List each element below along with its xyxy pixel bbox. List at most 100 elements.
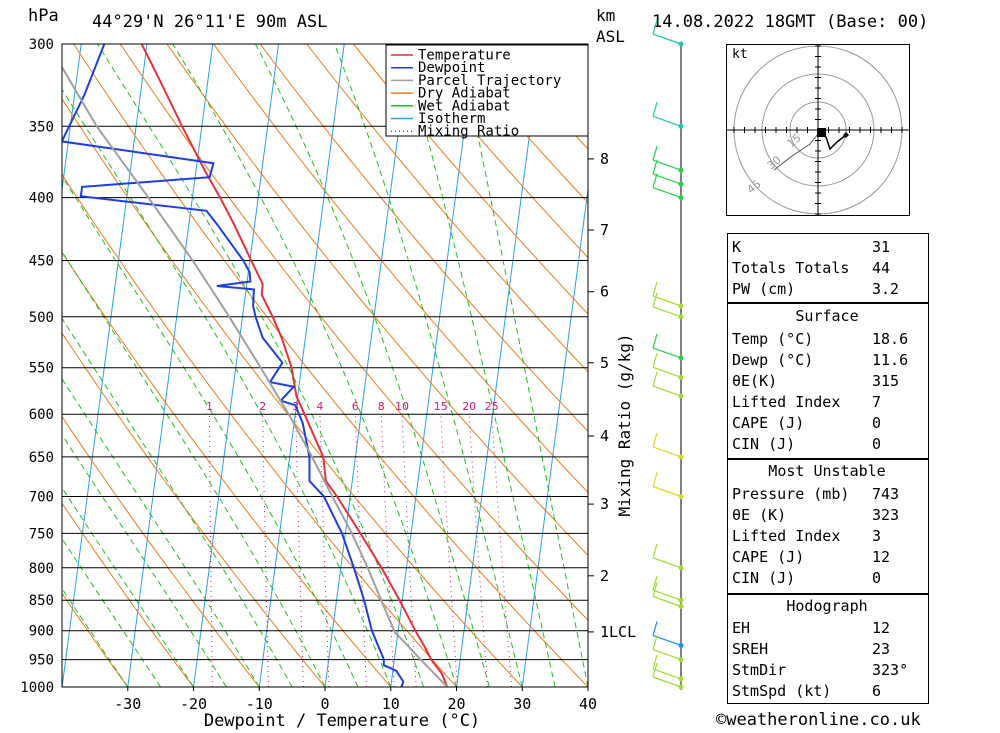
x-tick-label: -20 xyxy=(180,695,207,713)
surface-box xyxy=(727,302,929,460)
indices-table: K 31 Totals Totals 44 PW (cm) 3.2 xyxy=(728,236,926,299)
wind-barb-dot xyxy=(678,374,684,380)
temperature-axis-labels: -30 -20 -10 0 10 20 30 40 xyxy=(114,687,597,713)
legend-label: Dewpoint xyxy=(418,60,485,76)
wind-barb-dot xyxy=(678,676,684,682)
wet-adiabat-line xyxy=(62,377,260,687)
mu-value: 323 xyxy=(872,505,900,524)
wind-barb-dot xyxy=(678,565,684,571)
legend-label: Temperature xyxy=(418,48,511,64)
mixing-ratio-line xyxy=(295,414,304,687)
wet-adiabat-line xyxy=(96,44,425,687)
hodo-label: EH xyxy=(732,618,751,637)
km-tick-label: 8 xyxy=(600,150,609,168)
location-title: 44°29'N 26°11'E 90m ASL xyxy=(92,12,328,32)
wind-barb-staff xyxy=(652,385,682,397)
x-tick-label: 10 xyxy=(382,695,400,713)
pressure-tick-label: 350 xyxy=(29,119,54,135)
hodograph-storm-marker xyxy=(817,128,826,137)
wind-barb-staff xyxy=(652,649,682,661)
pressure-tick-label: 950 xyxy=(29,653,54,669)
wind-barb-flag xyxy=(652,173,658,188)
mixing-ratio-line xyxy=(319,414,330,687)
wind-barb-staff xyxy=(652,33,682,45)
wind-barb-staff xyxy=(652,173,682,185)
hodo-value: 12 xyxy=(872,618,891,637)
pressure-tick-label: 600 xyxy=(29,407,54,423)
mixing-ratio-label: 25 xyxy=(485,400,499,413)
pressure-tick-label: 800 xyxy=(29,561,54,577)
index-value: 3.2 xyxy=(872,279,900,298)
footer-credit[interactable]: ©weatheronline.co.uk xyxy=(716,710,921,730)
wind-barb-staff xyxy=(652,595,682,608)
wind-barb-staff xyxy=(652,115,682,127)
hodograph-stats-table: EH 12 SREH 23 StmDir 323° StmSpd (kt) 6 xyxy=(728,617,926,701)
pressure-tick-label: 400 xyxy=(29,191,54,207)
series-lines xyxy=(62,44,449,687)
surface-label: CIN (J) xyxy=(732,434,796,453)
hodo-label: StmDir xyxy=(732,660,787,679)
wind-barb-flag xyxy=(652,371,658,387)
pressure-tick-label: 500 xyxy=(29,310,54,326)
index-row-k: K 31 xyxy=(728,236,926,257)
mu-label: Pressure (mb) xyxy=(732,484,850,503)
x-tick-label: 40 xyxy=(579,695,597,713)
hodograph-end-marker xyxy=(843,132,849,138)
wet-adiabat-line xyxy=(333,44,523,687)
surface-value: 0 xyxy=(872,413,882,432)
surface-label: Temp (°C) xyxy=(732,329,814,348)
wind-barb-staff xyxy=(652,557,682,569)
hodo-value: 23 xyxy=(872,639,891,658)
wind-barb-dot xyxy=(678,314,684,320)
wind-barb-flag xyxy=(652,543,658,558)
wind-barb-staff xyxy=(652,295,682,307)
mixing-ratio-label: 15 xyxy=(434,400,448,413)
wind-barb-dot xyxy=(678,604,684,609)
index-label: K xyxy=(732,237,742,256)
km-tick-label: 3 xyxy=(600,495,609,513)
index-label: Totals Totals xyxy=(732,258,850,277)
wet-adiabat-line xyxy=(62,250,326,687)
legend-label: Mixing Ratio xyxy=(418,124,519,140)
legend-label: Parcel Trajectory xyxy=(418,73,561,89)
wind-barb-flag xyxy=(652,19,658,35)
mixing-ratio-line xyxy=(380,414,395,687)
pressure-unit-label: hPa xyxy=(28,6,59,26)
km-tick-label: 7 xyxy=(600,221,609,239)
hodograph-stats-box xyxy=(727,593,929,704)
wind-barb-flag xyxy=(652,432,658,448)
wind-barb-dot xyxy=(678,642,684,648)
wind-barb-staff xyxy=(652,306,682,318)
wet-adiabat-line xyxy=(62,434,227,687)
wind-barb-dot xyxy=(678,41,684,47)
wind-barb-staff xyxy=(652,446,682,458)
wind-barb-dot xyxy=(678,597,684,603)
hodograph-trace-upper xyxy=(773,133,819,171)
wind-barb-flag xyxy=(652,472,658,487)
mu-value: 743 xyxy=(872,484,900,503)
mixing-ratio-axis-title: Mixing Ratio (g/kg) xyxy=(615,333,634,516)
hodograph-unit: kt xyxy=(732,47,748,62)
surface-label: Dewp (°C) xyxy=(732,350,814,369)
mixing-ratio-labels: 1 2 3 4 6 8 10 15 20 25 xyxy=(206,400,499,413)
wind-barb-dot xyxy=(678,684,684,690)
hodograph-ticks xyxy=(733,45,903,215)
wind-barb-flag xyxy=(652,281,658,297)
wind-barb-staff xyxy=(652,347,682,359)
km-tick-label: 1LCL xyxy=(600,623,636,641)
pressure-tick-label: 450 xyxy=(29,254,54,270)
isotherm-line xyxy=(127,44,214,687)
dry-adiabat-line xyxy=(306,44,588,373)
x-tick-label: 0 xyxy=(320,695,329,713)
surface-label: CAPE (J) xyxy=(732,413,805,432)
legend-label: Isotherm xyxy=(418,111,485,127)
wet-adiabat-line xyxy=(62,175,359,687)
wind-barb-staff xyxy=(652,187,682,199)
surface-label: Lifted Index xyxy=(732,392,841,411)
wind-barb-flag xyxy=(652,292,658,307)
pressure-axis-labels: 300 350 400 450 500 550 600 650 700 750 800 850 900 9… xyxy=(20,37,54,696)
wind-barb-dot xyxy=(678,454,684,460)
series-dewpoint xyxy=(62,44,405,687)
surface-title: Surface xyxy=(795,307,859,325)
